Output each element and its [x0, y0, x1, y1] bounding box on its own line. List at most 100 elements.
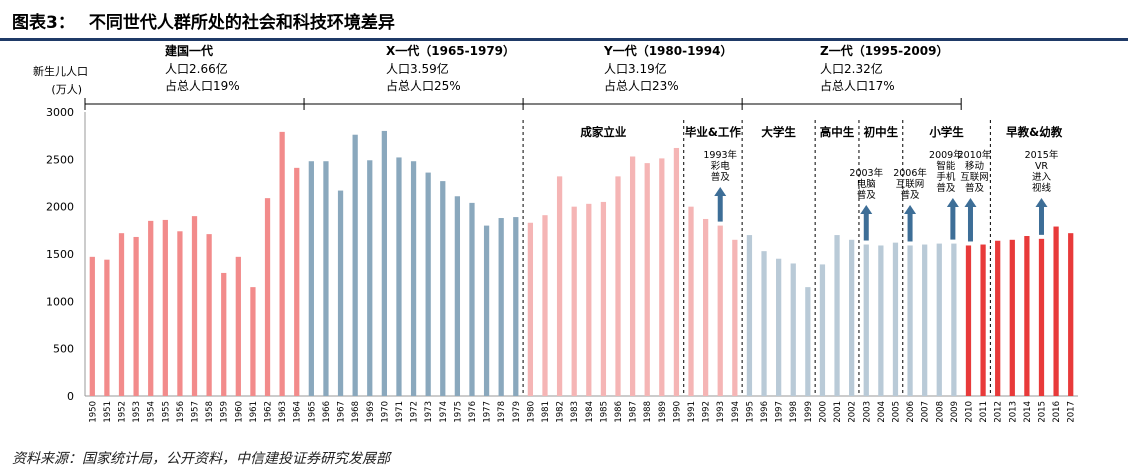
annotation-arrow-head — [1035, 198, 1048, 207]
generation-share: 占总人口25% — [386, 78, 461, 93]
x-tick-label: 1959 — [220, 401, 230, 423]
x-tick-label: 1983 — [570, 401, 580, 423]
bar — [556, 176, 563, 396]
bar — [936, 243, 942, 396]
x-tick-label: 1999 — [804, 401, 814, 423]
generation-name: Z一代（1995-2009） — [820, 43, 948, 58]
x-tick-label: 2016 — [1052, 401, 1062, 423]
bar — [235, 256, 241, 396]
annotation-arrow-head — [904, 205, 917, 214]
bar — [513, 217, 519, 396]
x-tick-label: 1965 — [307, 401, 317, 423]
x-tick-label: 1995 — [745, 401, 755, 423]
bar — [250, 287, 256, 396]
annotation-text: 视线 — [1032, 182, 1052, 194]
y-tick-label: 3000 — [46, 106, 74, 119]
x-tick-label: 1968 — [351, 401, 361, 423]
bar — [688, 206, 694, 396]
x-tick-label: 1979 — [512, 401, 522, 423]
annotation-text: 智能 — [936, 160, 956, 172]
generation-population: 人口2.32亿 — [820, 61, 883, 76]
bar — [323, 161, 329, 396]
annotation-text: 普及 — [936, 182, 956, 194]
x-tick-label: 1952 — [118, 401, 128, 423]
bar — [790, 263, 796, 396]
annotation-text: 普及 — [965, 182, 985, 194]
x-tick-label: 2013 — [1008, 401, 1018, 423]
bar — [965, 245, 972, 396]
annotation-text: 手机 — [936, 171, 956, 183]
x-tick-label: 1969 — [366, 401, 376, 423]
x-tick-label: 1989 — [658, 401, 668, 423]
bar — [367, 160, 373, 396]
x-tick-label: 2002 — [848, 401, 858, 423]
x-tick-label: 2003 — [862, 401, 872, 423]
x-tick-label: 2005 — [891, 401, 901, 423]
x-tick-label: 1973 — [424, 401, 434, 423]
x-tick-label: 2007 — [921, 401, 931, 423]
bar — [542, 215, 548, 396]
bar — [104, 259, 110, 396]
x-tick-label: 2004 — [877, 401, 887, 423]
x-tick-label: 1963 — [278, 401, 288, 423]
bar — [396, 157, 402, 396]
bar — [162, 219, 168, 396]
bar — [425, 172, 431, 396]
annotation-arrow — [1038, 206, 1044, 235]
generation-population: 人口3.59亿 — [386, 61, 449, 76]
x-tick-label: 2012 — [994, 401, 1004, 423]
x-tick-label: 1960 — [234, 401, 244, 423]
bar — [922, 244, 928, 396]
bar — [761, 251, 767, 396]
source-note: 资料来源：国家统计局，公开资料，中信建投证券研究发展部 — [12, 451, 390, 467]
annotation-text: 互联网 — [960, 172, 989, 183]
annotation-arrow — [863, 213, 869, 241]
bar — [892, 242, 899, 396]
bar — [819, 264, 826, 396]
bar — [571, 206, 577, 396]
bar — [483, 225, 490, 396]
bar — [834, 235, 840, 396]
x-tick-label: 1985 — [599, 401, 609, 423]
x-tick-label: 1997 — [775, 401, 785, 423]
figure-number: 图表3： — [12, 13, 75, 33]
bar — [177, 231, 183, 396]
x-tick-label: 2014 — [1023, 401, 1033, 423]
x-tick-label: 2008 — [935, 401, 945, 423]
stage-label: 早教&幼教 — [1006, 125, 1063, 139]
x-tick-label: 1990 — [672, 401, 682, 423]
y-axis-label: 新生儿人口 — [33, 64, 88, 78]
y-axis-unit: (万人) — [51, 83, 82, 96]
bar — [308, 161, 314, 396]
x-tick-label: 1976 — [468, 401, 478, 423]
bar — [264, 198, 271, 396]
x-tick-label: 1993 — [716, 401, 726, 423]
generation-share: 占总人口17% — [820, 78, 895, 93]
annotation-text: 普及 — [901, 189, 921, 201]
bar — [1024, 236, 1030, 396]
x-tick-label: 1954 — [147, 401, 157, 423]
x-tick-label: 1984 — [585, 401, 595, 423]
bar — [118, 233, 125, 396]
x-tick-label: 1972 — [410, 401, 420, 423]
bar — [717, 225, 723, 396]
x-tick-label: 2001 — [833, 401, 843, 423]
annotation-arrow — [967, 206, 973, 242]
x-tick-label: 1950 — [88, 401, 98, 423]
x-tick-label: 1980 — [526, 401, 536, 423]
annotation-arrow — [950, 206, 956, 240]
bar — [878, 245, 884, 396]
x-tick-label: 1957 — [191, 401, 201, 423]
x-tick-label: 2010 — [964, 401, 974, 423]
annotation-arrow-head — [946, 198, 959, 207]
annotation-text: 普及 — [857, 189, 877, 201]
bar — [673, 147, 680, 396]
bar — [600, 201, 607, 396]
y-tick-label: 1000 — [46, 295, 74, 308]
x-tick-label: 1994 — [731, 401, 741, 423]
generation-share: 占总人口19% — [165, 78, 240, 93]
annotation-text: 2006年 — [893, 167, 927, 179]
annotation-text: 电脑 — [857, 178, 876, 190]
figure-title: 不同世代人群所处的社会和科技环境差异 — [88, 13, 395, 33]
